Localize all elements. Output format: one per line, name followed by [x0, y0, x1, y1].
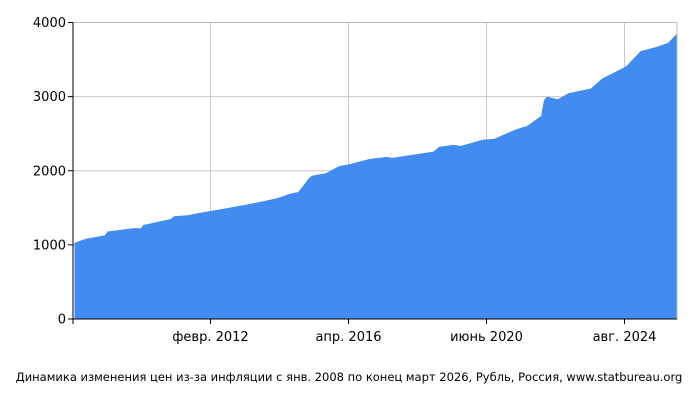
- y-tick-label: 2000: [33, 164, 66, 179]
- x-tick-label: авг. 2024: [593, 330, 657, 345]
- chart-caption: Динамика изменения цен из-за инфляции с …: [16, 370, 683, 384]
- x-axis: февр. 2012 апр. 2016 июнь 2020 авг. 2024: [73, 318, 677, 345]
- y-tick-label: 3000: [33, 90, 66, 105]
- y-tick-label: 1000: [33, 238, 66, 253]
- y-tick-label: 0: [58, 313, 66, 328]
- y-tick-label: 4000: [33, 16, 66, 31]
- x-tick-label: февр. 2012: [172, 330, 248, 345]
- x-tick-label: апр. 2016: [315, 330, 381, 345]
- price-area-series: [74, 34, 677, 319]
- y-axis: 0 1000 2000 3000 4000: [33, 16, 74, 328]
- x-tick-label: июнь 2020: [450, 330, 523, 345]
